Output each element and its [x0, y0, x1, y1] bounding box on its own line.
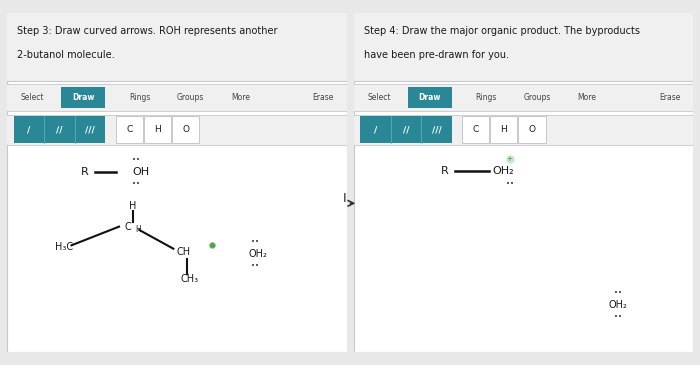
Text: Draw: Draw	[419, 93, 441, 102]
Text: ••: ••	[615, 290, 622, 296]
Text: C: C	[473, 125, 479, 134]
Text: C: C	[126, 125, 132, 134]
Text: ••: ••	[615, 314, 622, 320]
Bar	[391, 116, 421, 143]
Bar	[519, 116, 546, 143]
Text: Draw: Draw	[72, 93, 94, 102]
Bar	[116, 116, 143, 143]
Text: /: /	[27, 125, 31, 134]
Text: H: H	[154, 125, 161, 134]
Text: OH₂: OH₂	[493, 166, 514, 176]
Text: ••: ••	[132, 181, 140, 187]
Text: ///: ///	[432, 125, 442, 134]
Bar	[144, 116, 171, 143]
Text: H₃C: H₃C	[55, 242, 73, 252]
Text: O: O	[182, 125, 189, 134]
Text: More: More	[578, 93, 596, 102]
Bar	[354, 84, 693, 111]
Text: have been pre-drawn for you.: have been pre-drawn for you.	[364, 50, 509, 60]
Text: Rings: Rings	[130, 93, 150, 102]
Text: More: More	[231, 93, 250, 102]
Text: CH: CH	[176, 247, 191, 257]
Bar	[354, 13, 693, 81]
Text: ///: ///	[85, 125, 95, 134]
Bar	[44, 116, 75, 143]
Text: Select: Select	[367, 93, 391, 102]
Text: O: O	[528, 125, 536, 134]
Text: +: +	[210, 243, 215, 248]
Text: C: C	[124, 222, 131, 232]
Text: ••: ••	[132, 157, 140, 164]
Text: H: H	[500, 125, 508, 134]
Bar	[7, 115, 346, 145]
Text: Step 3: Draw curved arrows. ROH represents another: Step 3: Draw curved arrows. ROH represen…	[18, 26, 278, 36]
Text: Rings: Rings	[476, 93, 497, 102]
Bar	[14, 116, 44, 143]
Bar	[360, 116, 391, 143]
Text: //: //	[403, 125, 410, 134]
Bar	[354, 115, 693, 145]
Bar	[408, 87, 452, 108]
Text: Select: Select	[20, 93, 44, 102]
Text: CH₃: CH₃	[180, 274, 198, 284]
Bar	[7, 13, 346, 81]
Text: //: //	[57, 125, 63, 134]
Bar	[62, 87, 106, 108]
Text: /: /	[374, 125, 377, 134]
Bar	[421, 116, 452, 143]
Bar	[7, 84, 346, 111]
Bar	[172, 116, 199, 143]
Text: 2-butanol molecule.: 2-butanol molecule.	[18, 50, 115, 60]
Text: +: +	[507, 156, 512, 162]
Text: R: R	[81, 167, 89, 177]
Text: ••: ••	[251, 239, 259, 245]
Bar	[75, 116, 106, 143]
Text: I: I	[342, 192, 346, 205]
Text: R: R	[441, 166, 449, 176]
Text: Step 4: Draw the major organic product. The byproducts: Step 4: Draw the major organic product. …	[364, 26, 640, 36]
Text: H: H	[129, 201, 137, 211]
Text: OH: OH	[132, 167, 150, 177]
Text: OH₂: OH₂	[608, 300, 627, 310]
Text: H: H	[135, 225, 141, 234]
Text: Erase: Erase	[312, 93, 334, 102]
Text: ••: ••	[251, 263, 259, 269]
Text: Erase: Erase	[659, 93, 680, 102]
Text: OH₂: OH₂	[248, 249, 267, 259]
Bar	[462, 116, 489, 143]
Bar	[490, 116, 517, 143]
Text: Groups: Groups	[524, 93, 551, 102]
Text: Groups: Groups	[176, 93, 204, 102]
Text: ••: ••	[505, 181, 514, 187]
